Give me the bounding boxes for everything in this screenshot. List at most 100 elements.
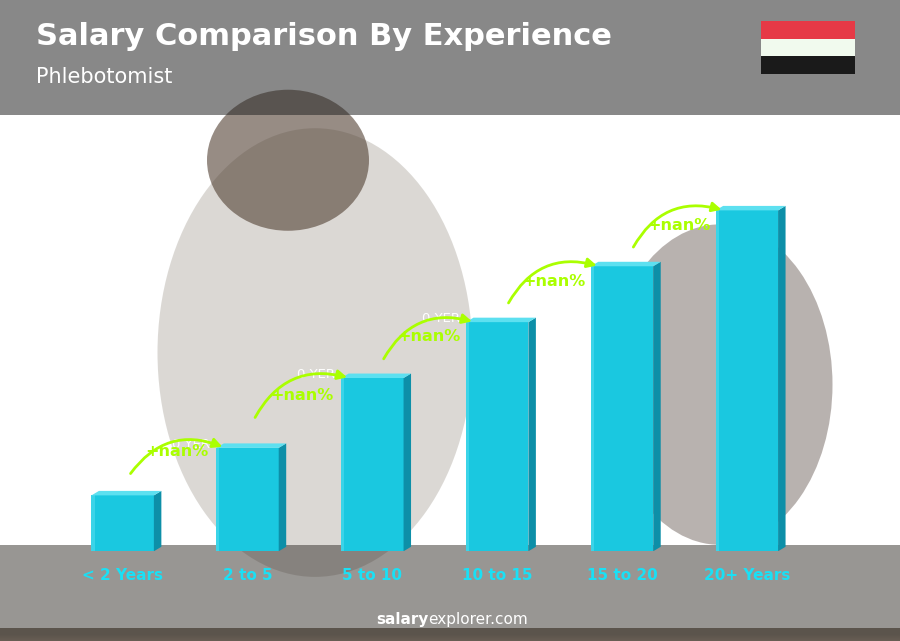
- Polygon shape: [778, 206, 786, 551]
- Bar: [590, 266, 594, 551]
- Text: salary: salary: [376, 612, 428, 627]
- Bar: [0, 630, 900, 637]
- Bar: [0, 634, 900, 640]
- Bar: [0, 633, 900, 640]
- Text: 10 to 15: 10 to 15: [462, 568, 533, 583]
- Text: Average Monthly Salary: Average Monthly Salary: [869, 297, 880, 421]
- Bar: [0, 634, 900, 640]
- Bar: [0, 633, 900, 639]
- Bar: [0, 629, 900, 636]
- Bar: [0, 629, 900, 635]
- Bar: [0, 632, 900, 638]
- Bar: [0, 631, 900, 637]
- Bar: [0, 629, 900, 636]
- Polygon shape: [341, 374, 411, 378]
- Bar: [0, 635, 900, 641]
- Bar: [0, 629, 900, 636]
- Text: 15 to 20: 15 to 20: [587, 568, 657, 583]
- Text: explorer.com: explorer.com: [428, 612, 528, 627]
- Bar: [0, 631, 900, 638]
- Bar: [0, 631, 900, 637]
- Bar: [0, 629, 900, 635]
- Bar: [0, 629, 900, 635]
- Polygon shape: [403, 374, 411, 551]
- Bar: [0, 631, 900, 638]
- Bar: [0, 633, 900, 639]
- Bar: [0, 629, 900, 635]
- Bar: [0, 629, 900, 635]
- Text: 0 YER: 0 YER: [546, 256, 585, 269]
- Text: +nan%: +nan%: [270, 388, 333, 403]
- Text: +nan%: +nan%: [647, 218, 710, 233]
- Bar: [0, 631, 900, 637]
- Bar: [0, 632, 900, 638]
- Bar: [0, 631, 900, 638]
- Bar: [0, 629, 900, 636]
- Bar: [0, 628, 900, 635]
- Bar: [0, 629, 900, 636]
- Bar: [716, 210, 778, 551]
- Bar: [0, 635, 900, 641]
- Bar: [0, 630, 900, 637]
- Polygon shape: [154, 491, 161, 551]
- Text: 0 YER: 0 YER: [422, 312, 460, 325]
- Bar: [0, 632, 900, 638]
- Bar: [0, 634, 900, 640]
- Bar: [0, 634, 900, 640]
- Bar: [0, 633, 900, 640]
- Bar: [0, 635, 900, 641]
- Bar: [0, 632, 900, 638]
- Bar: [0, 630, 900, 637]
- Bar: [0, 635, 900, 641]
- Text: Salary Comparison By Experience: Salary Comparison By Experience: [36, 22, 612, 51]
- Text: 2 to 5: 2 to 5: [222, 568, 273, 583]
- Bar: [0, 630, 900, 637]
- Polygon shape: [216, 444, 286, 448]
- Bar: [0, 633, 900, 640]
- Bar: [0, 631, 900, 637]
- Polygon shape: [466, 318, 536, 322]
- Bar: [0, 629, 900, 636]
- Bar: [0, 0, 900, 115]
- Bar: [92, 495, 154, 551]
- Polygon shape: [92, 491, 161, 495]
- Text: +nan%: +nan%: [397, 329, 461, 344]
- Bar: [0, 633, 900, 639]
- Text: +nan%: +nan%: [522, 274, 585, 288]
- Bar: [216, 448, 220, 551]
- Bar: [0, 633, 900, 640]
- Bar: [0, 634, 900, 640]
- Bar: [0, 630, 900, 637]
- Bar: [0, 634, 900, 640]
- Bar: [0, 631, 900, 637]
- Bar: [0, 631, 900, 638]
- Bar: [760, 38, 855, 56]
- Bar: [0, 632, 900, 638]
- Bar: [0, 631, 900, 638]
- Bar: [0, 630, 900, 637]
- Bar: [341, 378, 403, 551]
- Polygon shape: [279, 444, 286, 551]
- Bar: [0, 629, 900, 635]
- Bar: [0, 635, 900, 641]
- Bar: [0, 631, 900, 638]
- Bar: [0, 629, 900, 636]
- Bar: [0, 629, 900, 635]
- Bar: [0, 631, 900, 637]
- Polygon shape: [590, 262, 661, 266]
- Bar: [0, 631, 900, 637]
- Polygon shape: [653, 262, 661, 551]
- Text: 0 YER: 0 YER: [172, 438, 210, 451]
- Bar: [0, 631, 900, 637]
- Bar: [466, 322, 528, 551]
- Bar: [0, 633, 900, 640]
- Bar: [341, 378, 344, 551]
- Bar: [0, 632, 900, 638]
- Bar: [0, 633, 900, 640]
- Text: 0 YER: 0 YER: [297, 368, 335, 381]
- Bar: [0, 631, 900, 637]
- Bar: [0, 631, 900, 638]
- Bar: [0, 632, 900, 638]
- Text: 0 YER: 0 YER: [671, 200, 709, 213]
- Bar: [0, 634, 900, 640]
